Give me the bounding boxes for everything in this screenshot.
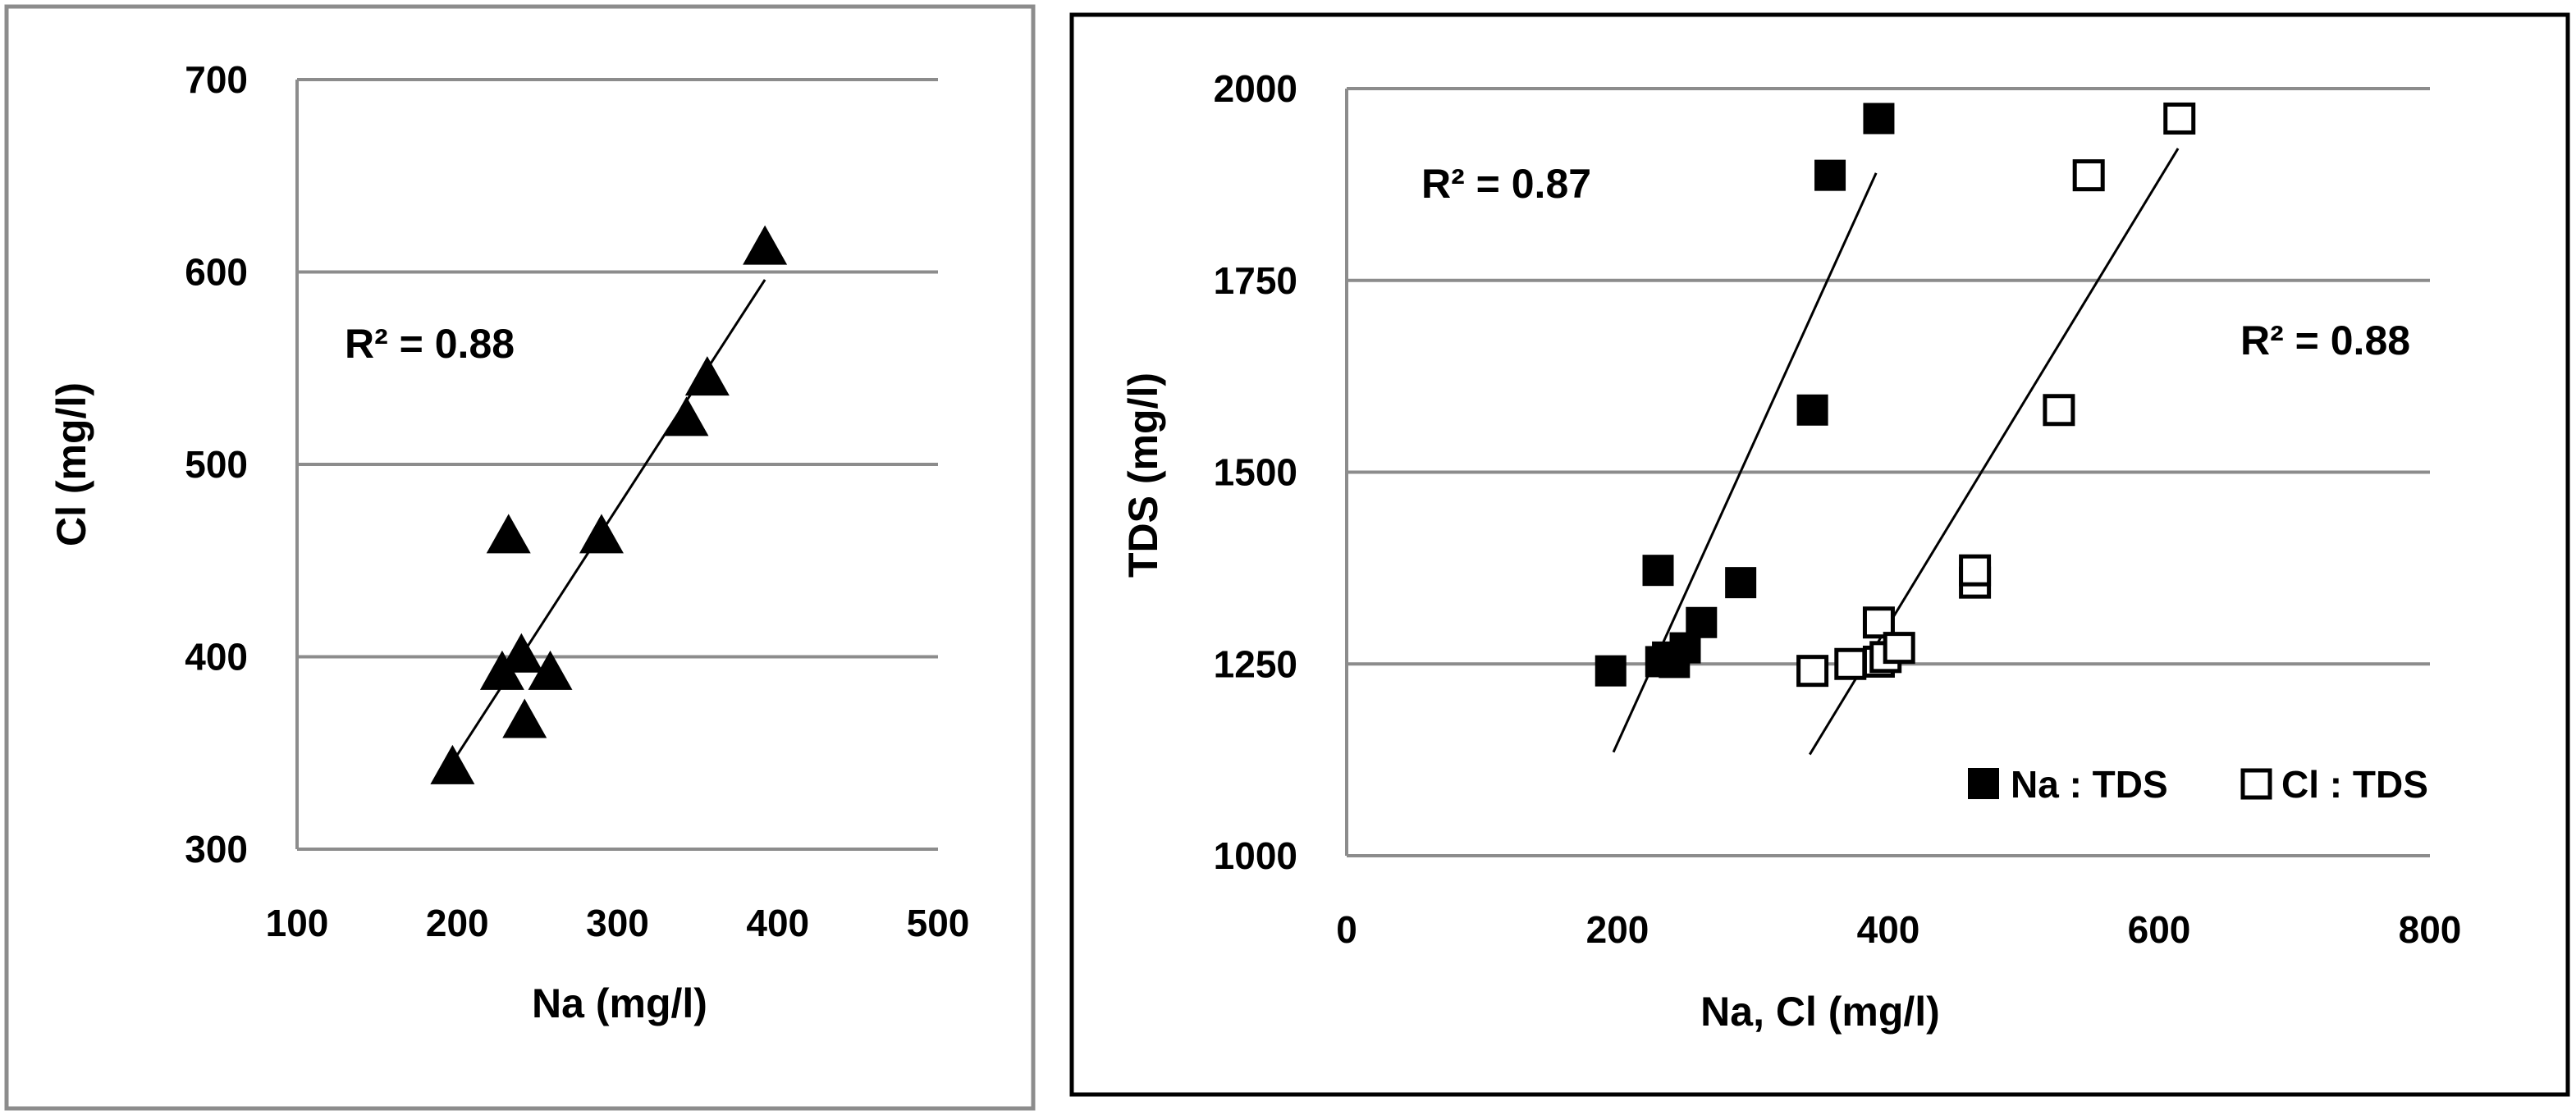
- chart2-data-point-na: [1796, 394, 1828, 426]
- chart2-y-tick-labels: 1000 1250 1500 1750 2000: [1214, 67, 1297, 877]
- chart2-data-point-na: [1595, 655, 1627, 687]
- chart2-data-point-cl: [1862, 606, 1895, 639]
- chart1: 300 400 500 600 700 100 200 300 400 500 R² = 0.8…: [48, 58, 969, 1026]
- chart2-data-point-cl: [1883, 632, 1915, 665]
- chart2-data-point-cl: [1959, 554, 1992, 587]
- chart2-data-point-na: [1863, 103, 1895, 135]
- chart2-axes: [1345, 89, 2430, 857]
- chart1-frame: [4, 4, 1036, 1111]
- chart2-y-tick-label: 1250: [1214, 642, 1297, 685]
- chart1-x-tick-label: 400: [746, 902, 809, 944]
- chart2: 1000 1250 1500 1750 2000 0 200 400 600 800 R² = …: [1120, 67, 2461, 1035]
- chart2-data-point-cl: [2072, 159, 2105, 192]
- chart1-data-point: [430, 744, 475, 784]
- chart2-data-point-na: [1642, 555, 1674, 587]
- chart1-data-point: [528, 650, 573, 690]
- chart2-y-tick-label: 1500: [1214, 451, 1297, 494]
- chart2-y-tick-label: 1000: [1214, 834, 1297, 877]
- chart1-y-axis-title: Cl (mg/l): [48, 382, 94, 546]
- chart2-x-tick-labels: 0 200 400 600 800: [1336, 908, 2461, 951]
- chart1-y-tick-label: 600: [185, 251, 248, 294]
- chart1-x-tick-label: 500: [907, 902, 970, 944]
- chart1-x-tick-label: 100: [266, 902, 329, 944]
- chart1-data-point: [579, 514, 624, 554]
- chart1-y-tick-label: 500: [185, 443, 248, 486]
- chart1-points: [430, 225, 788, 784]
- chart2-x-tick-label: 0: [1336, 908, 1357, 951]
- chart2-y-axis-title: TDS (mg/l): [1120, 372, 1166, 578]
- chart1-gridlines: [297, 78, 938, 659]
- chart1-y-tick-label: 300: [185, 828, 248, 871]
- chart2-data-point-na: [1725, 567, 1757, 599]
- chart2-y-tick-label: 1750: [1214, 259, 1297, 302]
- chart2-r2-annotation-na: R² = 0.87: [1421, 161, 1591, 207]
- legend-marker-cl-tds: [2240, 768, 2272, 800]
- chart2-data-point-na: [1814, 159, 1846, 191]
- chart1-x-tick-labels: 100 200 300 400 500: [266, 902, 970, 944]
- chart1-x-axis-title: Na (mg/l): [532, 980, 707, 1026]
- chart2-x-tick-label: 400: [1857, 908, 1920, 951]
- chart2-data-point-cl: [1834, 647, 1867, 680]
- chart1-y-tick-label: 700: [185, 58, 248, 101]
- chart2-data-point-cl: [2043, 394, 2075, 427]
- chart2-frame: [1069, 12, 2570, 1097]
- chart1-data-point: [664, 396, 709, 436]
- chart2-x-tick-label: 600: [2128, 908, 2191, 951]
- chart2-x-tick-label: 800: [2399, 908, 2462, 951]
- chart2-x-tick-label: 200: [1586, 908, 1649, 951]
- chart2-points: [1595, 102, 2196, 688]
- chart2-x-axis-title: Na, Cl (mg/l): [1700, 989, 1940, 1035]
- legend-label-na-tds: Na : TDS: [2011, 763, 2168, 806]
- legend-marker-na-tds: [1968, 768, 1999, 799]
- chart2-data-point-na: [1686, 606, 1718, 638]
- chart1-x-tick-label: 200: [426, 902, 489, 944]
- chart1-data-point: [743, 225, 788, 265]
- chart2-legend: Na : TDS Cl : TDS: [1968, 763, 2428, 806]
- chart1-data-point: [502, 698, 547, 738]
- chart2-data-point-cl: [2163, 102, 2196, 135]
- chart2-y-tick-label: 2000: [1214, 67, 1297, 110]
- chart1-r2-annotation: R² = 0.88: [345, 321, 515, 367]
- chart1-data-point: [684, 356, 730, 396]
- chart1-y-tick-labels: 300 400 500 600 700: [185, 58, 248, 871]
- chart1-axes: [295, 80, 938, 851]
- chart1-data-point: [499, 633, 544, 673]
- legend-label-cl-tds: Cl : TDS: [2281, 763, 2428, 806]
- chart1-data-point: [486, 514, 531, 554]
- chart2-r2-annotation-cl: R² = 0.88: [2240, 318, 2410, 363]
- chart2-data-point-cl: [1796, 655, 1829, 688]
- chart1-x-tick-label: 300: [586, 902, 649, 944]
- chart1-y-tick-label: 400: [185, 636, 248, 679]
